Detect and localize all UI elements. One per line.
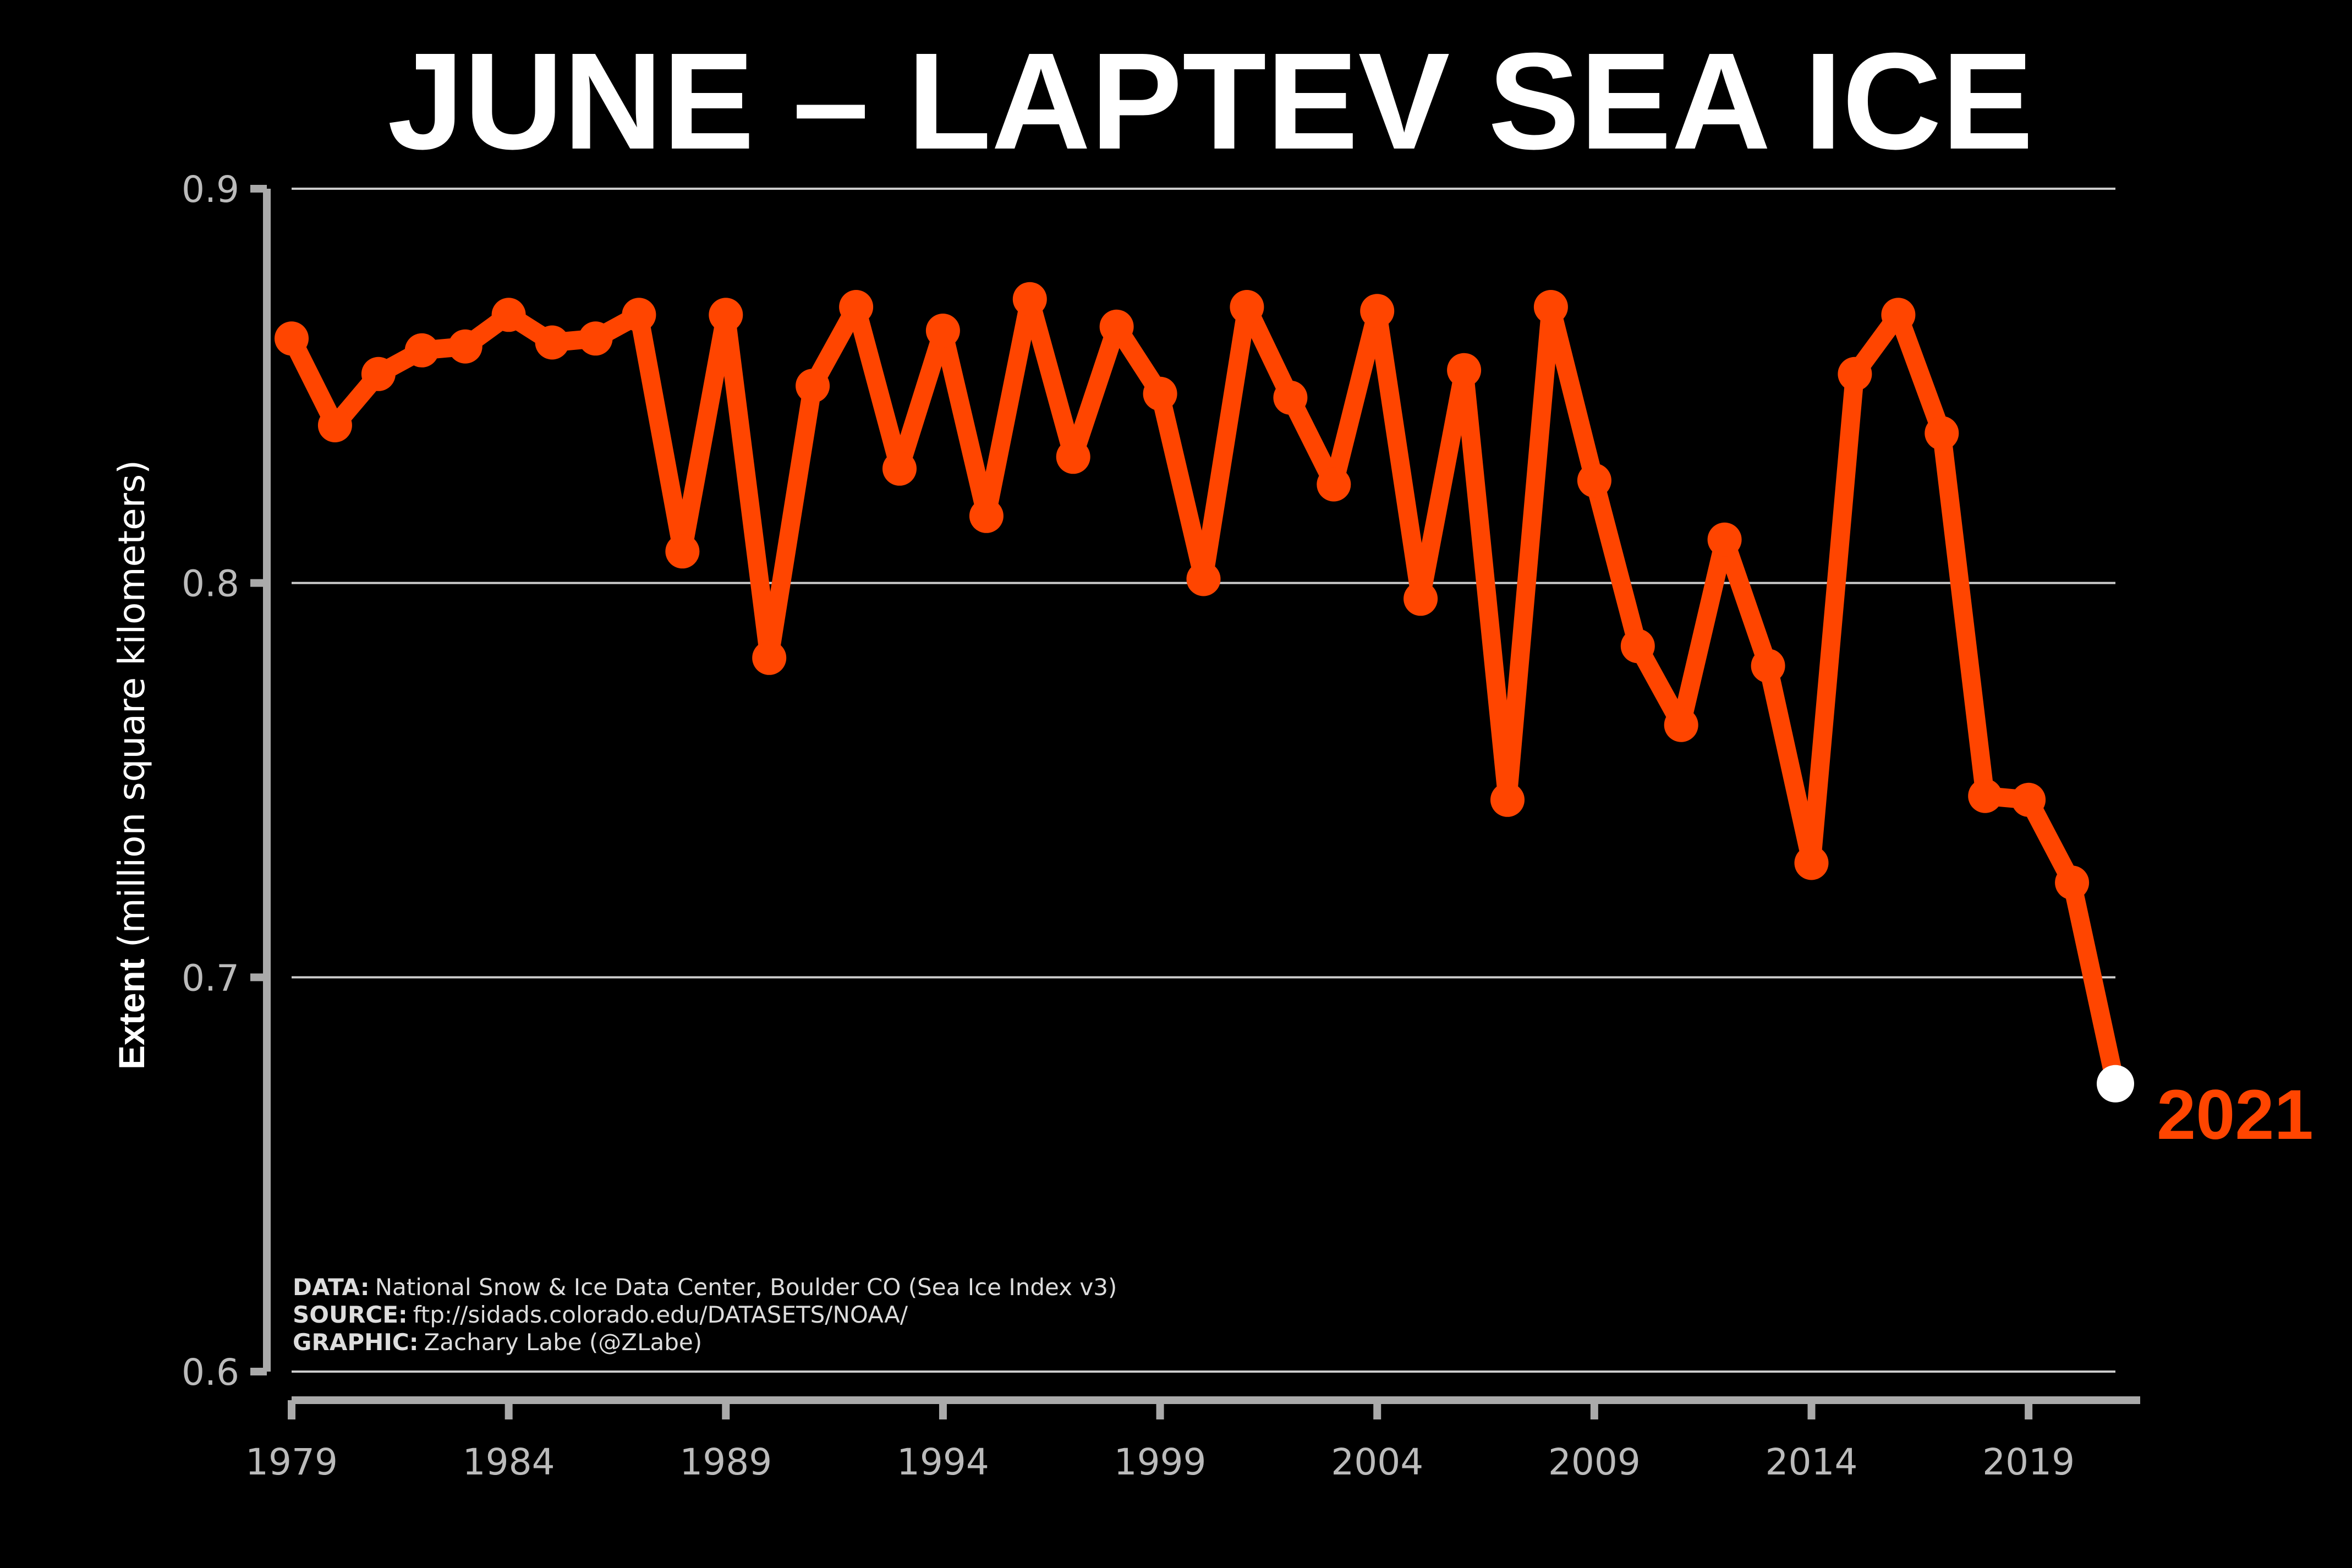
data-point [796,369,830,403]
x-tick-label: 1999 [1114,1441,1207,1483]
y-axis-label-bold: Extent [111,958,152,1070]
series-points-group [275,282,2134,1103]
data-point [1794,846,1829,880]
credit-text: ftp://sidads.colorado.edu/DATASETS/NOAA/ [413,1301,908,1328]
data-point [1577,463,1611,498]
data-point [1186,562,1221,596]
data-point [752,640,787,675]
data-point [1968,778,2003,813]
data-point [275,321,309,356]
data-point [1230,290,1264,324]
data-point [1751,649,1785,683]
x-tick-label: 2009 [1548,1441,1641,1483]
chart-title: JUNE – LAPTEV SEA ICE [387,24,2033,178]
y-axis-label: Extent (million square kilometers) [111,460,153,1070]
credit-label: DATA: [293,1274,370,1301]
y-tick-label: 0.7 [182,957,239,999]
x-tick-label: 1994 [897,1441,989,1483]
data-point [317,408,352,442]
x-tick-labels: 1979 1984 1989 1994 1999 2004 2009 2014 2019 [245,1441,2075,1483]
x-tick-label: 1984 [463,1441,555,1483]
credit-text: National Snow & Ice Data Center, Boulder… [375,1274,1117,1301]
x-tick-label: 2004 [1331,1441,1423,1483]
credit-label: SOURCE: [293,1301,408,1328]
data-point [969,498,1004,533]
data-point [1620,629,1655,664]
y-tick-labels: 0.6 0.7 0.8 0.9 [182,168,239,1394]
y-tick-label: 0.6 [182,1351,239,1394]
data-point [491,298,526,332]
data-point [1403,582,1438,616]
data-point [1056,440,1090,474]
data-point [1447,353,1482,387]
data-point [448,329,483,364]
data-point [578,321,613,356]
credit-label: GRAPHIC: [293,1329,419,1356]
credit-line: DATA: National Snow & Ice Data Center, Bo… [293,1274,1117,1301]
data-point [839,290,874,324]
data-point [1317,467,1351,502]
data-point [2011,782,2046,817]
data-point [1143,376,1177,411]
axes [250,185,2140,1419]
highlight-year-label: 2021 [2157,1076,2313,1154]
credits: DATA: National Snow & Ice Data Center, Bo… [293,1274,1117,1356]
data-point [1012,282,1047,316]
data-point [1490,782,1525,817]
x-tick-label: 1979 [245,1441,338,1483]
data-point [404,333,439,368]
y-tick-label: 0.9 [182,168,239,211]
data-point [1838,357,1872,391]
data-point [709,298,743,332]
y-axis-label-units: (million square kilometers) [111,460,153,947]
x-tick-label: 1989 [679,1441,772,1483]
data-point [1664,708,1698,742]
data-point [535,325,569,360]
credit-line: GRAPHIC: Zachary Labe (@ZLabe) [293,1329,702,1356]
data-point [1533,290,1568,324]
data-point [1881,298,1916,332]
credit-text: Zachary Labe (@ZLabe) [424,1329,703,1356]
data-point [925,314,960,348]
data-point [1360,294,1395,328]
data-point [2055,865,2090,900]
data-point [1707,522,1742,557]
y-tick-label: 0.8 [182,563,239,605]
data-point [1099,309,1134,344]
data-point [1273,380,1308,415]
x-tick-label: 2014 [1766,1441,1858,1483]
data-point [361,357,396,391]
credit-line: SOURCE: ftp://sidads.colorado.edu/DATASET… [293,1301,908,1328]
x-tick-label: 2019 [1982,1441,2075,1483]
data-point [665,534,700,569]
highlight-point [2097,1065,2134,1103]
data-point [622,298,656,332]
data-point [882,451,917,486]
data-point [1925,416,1959,451]
